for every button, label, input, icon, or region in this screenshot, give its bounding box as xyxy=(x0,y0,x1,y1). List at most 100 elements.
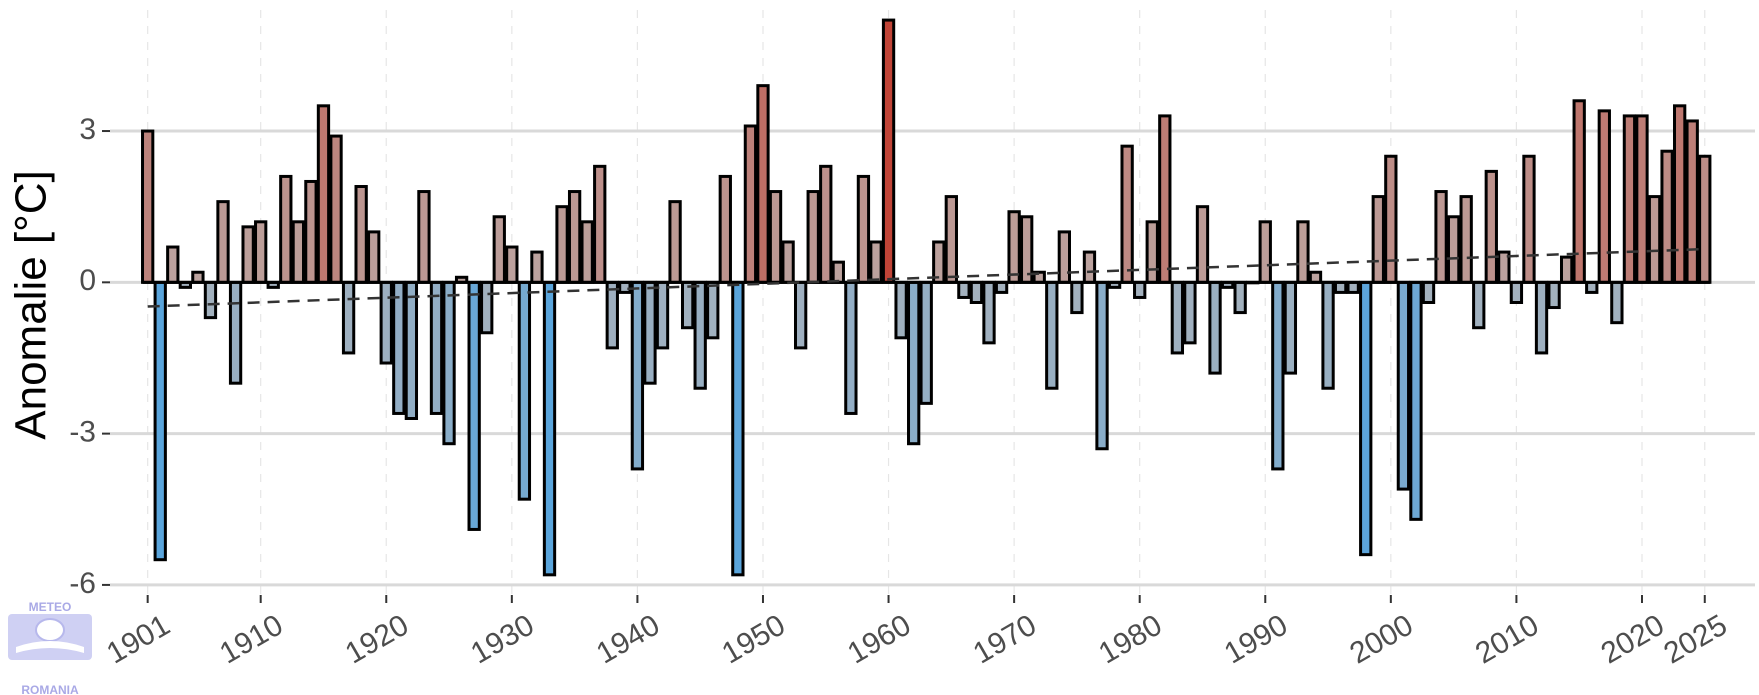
y-tick-label: 3 xyxy=(79,113,96,146)
bar xyxy=(1045,280,1059,390)
bar xyxy=(1572,99,1586,284)
bar xyxy=(505,245,519,284)
bar xyxy=(153,280,167,562)
bar xyxy=(1057,230,1071,284)
bar xyxy=(1585,280,1599,294)
x-tick-label: 1960 xyxy=(842,608,916,670)
bar xyxy=(1396,280,1411,491)
bar xyxy=(907,280,921,446)
bar xyxy=(618,280,632,294)
bar xyxy=(655,280,670,350)
bar xyxy=(1371,195,1385,284)
bar xyxy=(630,280,645,471)
logo-sun-icon xyxy=(35,618,65,642)
x-tick-label: 1980 xyxy=(1093,608,1167,670)
logo-wave-icon xyxy=(16,641,84,653)
bar xyxy=(1446,215,1461,284)
x-tick-label: 1950 xyxy=(717,608,791,670)
bar xyxy=(241,225,255,284)
bar xyxy=(191,270,205,284)
bar xyxy=(706,280,720,340)
bar xyxy=(1698,154,1712,284)
bar xyxy=(1622,114,1637,284)
bar xyxy=(881,18,896,284)
x-tick-label: 1920 xyxy=(340,608,414,670)
bar xyxy=(668,200,682,284)
bar xyxy=(919,280,933,405)
bar xyxy=(1434,190,1448,284)
bar xyxy=(982,280,996,345)
x-tick-label: 1930 xyxy=(465,608,539,670)
bar xyxy=(1409,280,1423,521)
bar xyxy=(580,220,594,284)
x-tick-label: 1970 xyxy=(968,608,1042,670)
bar xyxy=(329,134,343,284)
bar xyxy=(141,129,155,284)
bars xyxy=(141,18,1712,577)
bar xyxy=(254,220,268,284)
y-tick-label: -6 xyxy=(69,567,96,600)
logo-top-text: METEO xyxy=(29,600,72,614)
bar xyxy=(1534,280,1549,355)
y-axis-label: Anomalie [°C] xyxy=(7,170,56,439)
bar xyxy=(517,280,532,501)
bar xyxy=(693,280,707,390)
bar xyxy=(379,280,393,365)
bar xyxy=(869,240,883,284)
bar xyxy=(806,190,820,284)
bar xyxy=(442,280,456,446)
bar xyxy=(1610,280,1624,325)
x-tick-label: 1990 xyxy=(1219,608,1293,670)
bar xyxy=(1170,280,1185,355)
bar xyxy=(1484,169,1498,284)
x-tick-label: 2010 xyxy=(1470,608,1544,670)
bar xyxy=(1459,195,1473,284)
bar xyxy=(731,280,745,577)
meteo-romania-logo: METEO ROMANIA xyxy=(8,600,92,695)
bar xyxy=(1120,144,1134,284)
bar xyxy=(1522,154,1536,284)
y-tick-label: 0 xyxy=(79,264,96,297)
bar xyxy=(480,280,494,335)
bar xyxy=(1195,205,1210,284)
x-tick-label: 1910 xyxy=(214,608,288,670)
bar xyxy=(1258,220,1272,284)
bar xyxy=(1635,114,1649,284)
bar xyxy=(1384,154,1398,284)
bar xyxy=(1007,210,1021,284)
bar xyxy=(756,84,770,284)
bar xyxy=(1660,149,1674,284)
bar xyxy=(1308,270,1323,284)
bar xyxy=(994,280,1009,294)
x-axis: 1901 1910 1920 1930 1940 1950 1960 1970 1980 1990… xyxy=(101,595,1733,670)
bar xyxy=(1070,280,1084,315)
bar xyxy=(1421,280,1436,304)
bar xyxy=(203,280,218,320)
bar xyxy=(216,200,230,284)
y-axis: -6 -3 0 3 xyxy=(69,113,110,600)
logo-bottom-text: ROMANIA xyxy=(21,683,79,695)
bar xyxy=(1283,280,1298,375)
bar xyxy=(316,104,331,284)
bar xyxy=(768,190,783,284)
bar xyxy=(1472,280,1486,330)
bar xyxy=(1133,280,1147,299)
bar xyxy=(1183,280,1197,345)
bar xyxy=(166,245,180,284)
x-tick-label: 2025 xyxy=(1658,608,1732,670)
bar xyxy=(1296,220,1310,284)
bar xyxy=(605,280,619,350)
bar xyxy=(530,250,544,284)
bar xyxy=(1647,195,1662,284)
bar xyxy=(856,174,871,284)
bar xyxy=(567,190,582,284)
bar xyxy=(944,195,958,284)
bar xyxy=(1597,109,1611,284)
x-tick-label: 2020 xyxy=(1596,608,1670,670)
bar xyxy=(417,190,431,284)
y-tick-label: -3 xyxy=(69,416,96,449)
bar xyxy=(957,280,971,299)
bar xyxy=(1208,280,1222,375)
bar xyxy=(279,174,293,284)
